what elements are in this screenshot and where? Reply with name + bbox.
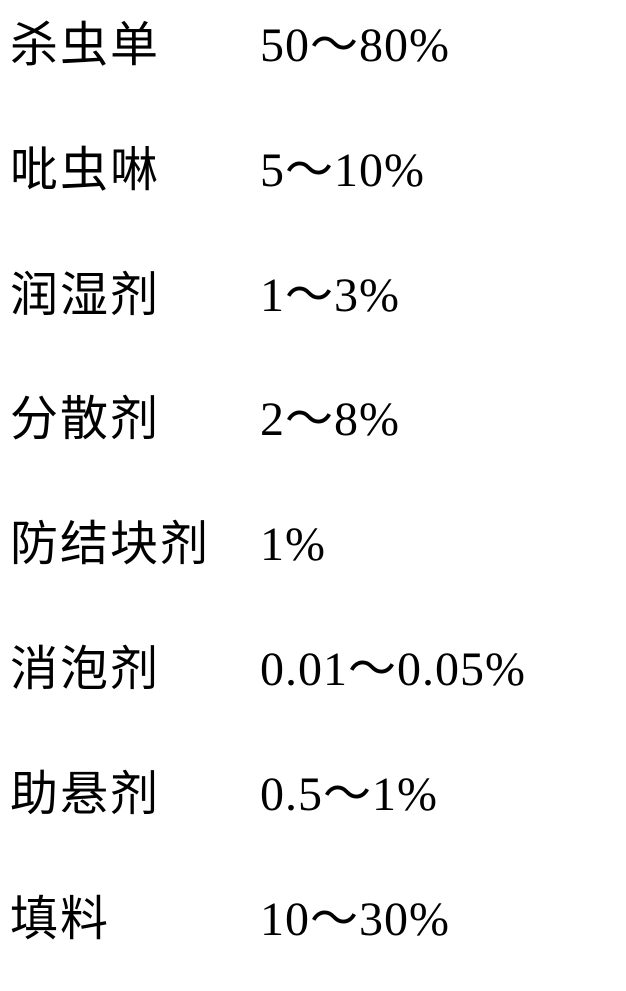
ingredient-label: 润湿剂	[10, 270, 260, 323]
table-row: 杀虫单 50～80%	[10, 20, 616, 73]
ingredient-label: 分散剂	[10, 394, 260, 447]
table-row: 消泡剂 0.01～0.05%	[10, 644, 616, 697]
ingredient-value: 50～80%	[260, 20, 616, 73]
ingredient-label: 防结块剂	[10, 519, 260, 572]
ingredient-value: 1%	[260, 519, 616, 572]
ingredient-value: 0.5～1%	[260, 769, 616, 822]
ingredient-value: 1～3%	[260, 270, 616, 323]
ingredient-value: 0.01～0.05%	[260, 644, 616, 697]
table-row: 润湿剂 1～3%	[10, 270, 616, 323]
ingredient-value: 2～8%	[260, 394, 616, 447]
ingredient-label: 杀虫单	[10, 20, 260, 73]
ingredient-list: 杀虫单 50～80% 吡虫啉 5～10% 润湿剂 1～3% 分散剂 2～8% 防…	[0, 0, 626, 966]
ingredient-label: 吡虫啉	[10, 145, 260, 198]
table-row: 填料 10～30%	[10, 894, 616, 947]
ingredient-label: 消泡剂	[10, 644, 260, 697]
table-row: 助悬剂 0.5～1%	[10, 769, 616, 822]
ingredient-label: 助悬剂	[10, 769, 260, 822]
ingredient-value: 5～10%	[260, 145, 616, 198]
ingredient-value: 10～30%	[260, 894, 616, 947]
table-row: 防结块剂 1%	[10, 519, 616, 572]
ingredient-label: 填料	[10, 894, 260, 947]
table-row: 吡虫啉 5～10%	[10, 145, 616, 198]
table-row: 分散剂 2～8%	[10, 394, 616, 447]
